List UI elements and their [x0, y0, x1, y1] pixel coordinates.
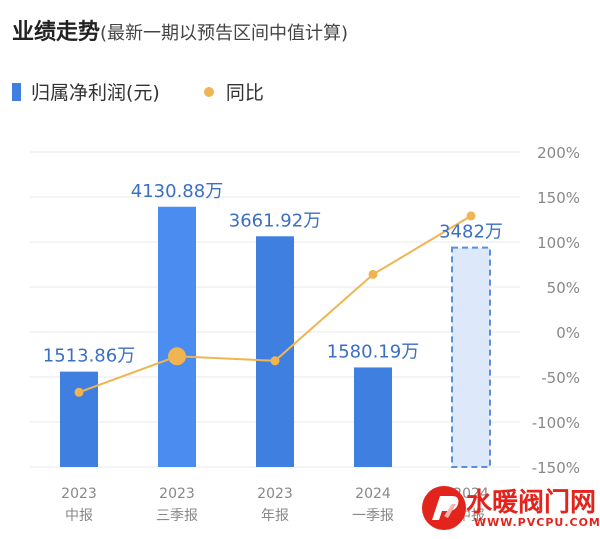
yoy-point [168, 347, 186, 366]
bar [354, 367, 392, 467]
legend-item-bar[interactable]: 归属净利润(元) [12, 78, 160, 105]
x-tick-period: 中报 [65, 508, 93, 524]
y-tick-label: -50% [541, 369, 580, 387]
y-tick-label: 100% [537, 234, 580, 252]
y-tick-label: 200% [537, 144, 580, 162]
chart-header: 业绩走势(最新一期以预告区间中值计算) [12, 14, 348, 46]
bar-data-label: 1513.86万 [43, 346, 135, 367]
y-tick-label: 50% [547, 279, 580, 297]
yoy-point [74, 387, 84, 397]
y-tick-label: -100% [532, 414, 580, 432]
bar-data-label: 1580.19万 [327, 341, 419, 362]
bar [60, 371, 98, 467]
legend-item-line[interactable]: 同比 [203, 78, 264, 105]
y-tick-label: 0% [556, 324, 580, 342]
x-tick-period: 年报 [261, 508, 289, 524]
watermark-text: 水暖阀门网 [466, 488, 597, 518]
y-tick-label: -150% [532, 459, 580, 477]
bars [60, 206, 491, 468]
bar-data-label: 4130.88万 [131, 181, 223, 202]
bar-data-label: 3661.92万 [229, 210, 321, 231]
bar-forecast [451, 246, 491, 468]
watermark: 水暖阀门网 WWW.PVCPU.COM [418, 480, 600, 536]
chart-title: 业绩走势 [12, 20, 101, 45]
x-tick-period: 一季报 [352, 508, 394, 524]
legend-line-swatch [203, 86, 214, 97]
watermark-logo-icon [422, 486, 466, 530]
y-tick-label: 150% [537, 189, 580, 207]
yoy-point [466, 211, 476, 221]
right-axis: 200% 150% 100% 50% 0% -50% -100% -150% [532, 144, 580, 477]
bar-data-label: 3482万 [439, 222, 503, 243]
x-tick-period: 三季报 [156, 508, 198, 524]
bar [256, 236, 294, 467]
chart-legend: 归属净利润(元) 同比 [12, 78, 308, 105]
watermark-url: WWW.PVCPU.COM [474, 516, 600, 529]
chart-subtitle: (最新一期以预告区间中值计算) [100, 23, 349, 44]
legend-line-label: 同比 [225, 82, 264, 104]
x-tick-year: 2023 [159, 486, 195, 502]
legend-bar-swatch [12, 82, 21, 101]
yoy-line [74, 211, 476, 397]
x-tick-year: 2023 [257, 486, 293, 502]
yoy-point [270, 356, 280, 366]
bar [158, 206, 196, 467]
x-tick-year: 2024 [355, 486, 391, 502]
yoy-point [368, 269, 378, 279]
legend-bar-label: 归属净利润(元) [31, 82, 160, 104]
x-tick-year: 2023 [61, 486, 97, 502]
data-labels: 1513.86万 4130.88万 3661.92万 1580.19万 3482万 [43, 181, 503, 367]
